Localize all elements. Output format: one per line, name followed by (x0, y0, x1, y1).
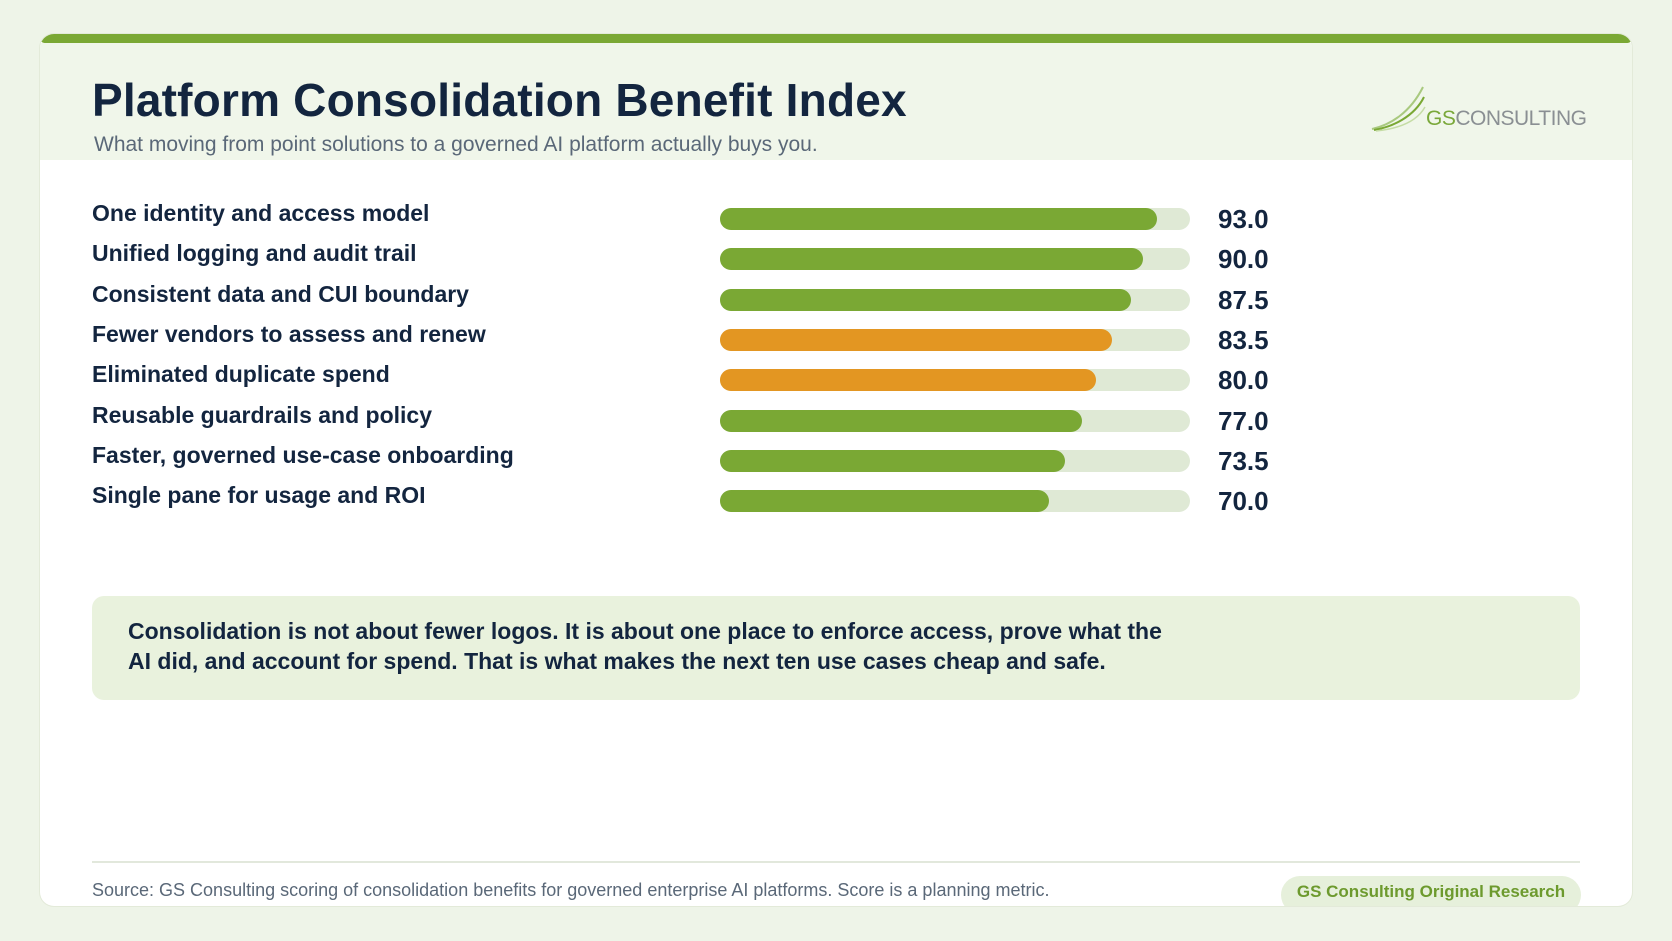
bar-value-label: 73.5 (1218, 445, 1269, 476)
bar-value-label: 83.5 (1218, 324, 1269, 355)
bar-label: Eliminated duplicate spend (92, 361, 390, 388)
bar-label: Single pane for usage and ROI (92, 482, 426, 509)
bar-track (720, 328, 1190, 351)
bar-label: Fewer vendors to assess and renew (92, 320, 486, 347)
bar-value-label: 80.0 (1218, 365, 1269, 396)
bar-fill (720, 208, 1158, 230)
bar-fill (720, 369, 1096, 392)
bar-track (720, 248, 1190, 271)
bar-label: Reusable guardrails and policy (92, 401, 432, 428)
logo-gs: GS (1426, 107, 1456, 130)
bar-label: Consistent data and CUI boundary (92, 280, 469, 307)
page-subtitle: What moving from point solutions to a go… (94, 133, 818, 156)
callout-text: Consolidation is not about fewer logos. … (128, 618, 1162, 674)
bar-label: Faster, governed use-case onboarding (92, 441, 514, 468)
gs-consulting-logo: GSCONSULTING (1370, 83, 1587, 133)
bar-fill (720, 248, 1143, 271)
callout-box: Consolidation is not about fewer logos. … (92, 596, 1580, 700)
source-note: Source: GS Consulting scoring of consoli… (92, 880, 1050, 900)
bar-track (720, 288, 1190, 311)
accent-bar (40, 34, 1632, 43)
bar-track (720, 449, 1190, 472)
chart-card: Platform Consolidation Benefit Index Wha… (40, 34, 1632, 906)
bar-chart: One identity and access model 93.0 Unified… (40, 34, 1632, 594)
bar-label: Unified logging and audit trail (92, 240, 417, 267)
bar-fill (720, 409, 1082, 432)
bar-fill (720, 490, 1049, 513)
bar-track (720, 490, 1190, 513)
bar-value-label: 70.0 (1218, 486, 1269, 517)
bar-track (720, 208, 1190, 230)
logo-consulting: CONSULTING (1455, 107, 1587, 130)
bar-fill (720, 449, 1066, 472)
bar-label: One identity and access model (92, 200, 430, 226)
bar-track (720, 409, 1190, 432)
bar-value-label: 90.0 (1218, 244, 1269, 275)
bar-fill (720, 328, 1113, 351)
bar-fill (720, 288, 1132, 311)
page-title: Platform Consolidation Benefit Index (92, 74, 907, 126)
bar-track (720, 369, 1190, 392)
footer-divider (92, 861, 1580, 863)
bar-value-label: 93.0 (1218, 204, 1269, 234)
bar-value-label: 87.5 (1218, 284, 1269, 315)
bar-value-label: 77.0 (1218, 405, 1269, 436)
swoosh-icon (1371, 86, 1426, 132)
research-badge: GS Consulting Original Research (1281, 876, 1581, 906)
header: Platform Consolidation Benefit Index Wha… (40, 43, 1632, 160)
